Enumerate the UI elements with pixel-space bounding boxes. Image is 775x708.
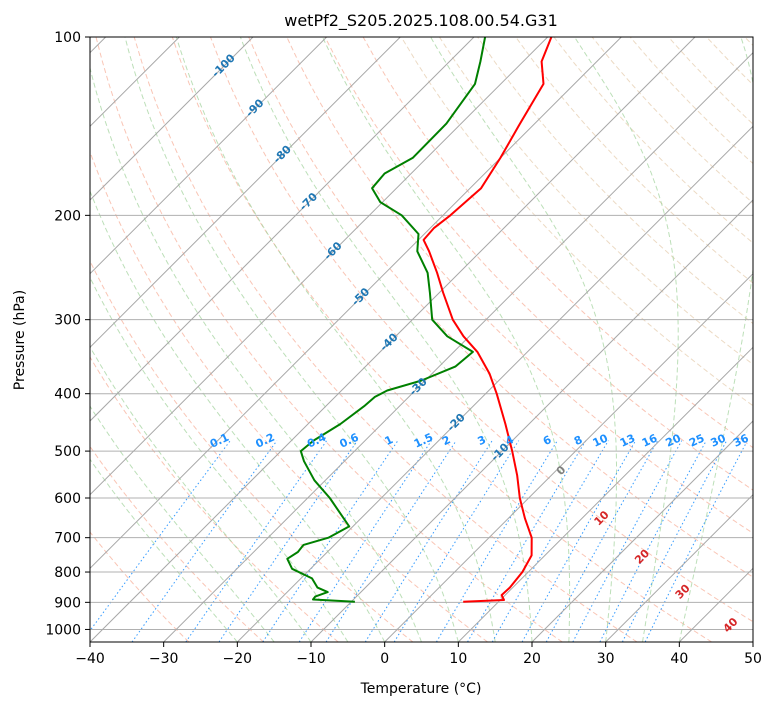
x-tick-label: 10: [449, 651, 467, 667]
mixing-ratio-line: [185, 440, 328, 642]
mixing-ratio-line: [491, 440, 609, 642]
mixing-ratio-line: [644, 440, 748, 642]
dry-adiabat-line: [133, 37, 638, 642]
isotherm-line: [90, 37, 696, 642]
dry-adiabat-line: [171, 37, 712, 642]
dewpoint-line: [286, 37, 487, 603]
x-tick-label: 0: [380, 651, 389, 667]
mixing-ratio-label: 30: [708, 431, 728, 449]
moist-adiabat-line: [239, 37, 533, 642]
dry-adiabat-line: [95, 37, 563, 642]
isotherm-line: [457, 346, 753, 642]
dry-adiabat-line: [324, 37, 753, 491]
isotherm-line: [531, 420, 753, 642]
plot-frame: [89, 36, 754, 643]
y-tick-label: 600: [54, 491, 81, 507]
mixing-ratio-label: 10: [591, 431, 611, 449]
skewed-isotherms: [90, 37, 753, 642]
temperature-line: [422, 37, 553, 603]
pressure-gridlines: [90, 37, 753, 630]
isotherm-line: [90, 37, 475, 422]
mixing-ratio-label: 20: [664, 431, 684, 449]
mixing-ratio-lines: [90, 440, 748, 642]
x-axis-label: Temperature (°C): [360, 681, 482, 697]
mixing-ratio-line: [572, 440, 683, 642]
mixing-ratio-line: [467, 440, 587, 642]
dry-adiabat-line: [400, 37, 753, 407]
x-tick-label: 40: [670, 651, 688, 667]
dry-adiabat-line: [90, 531, 190, 642]
y-tick-label: 400: [54, 387, 81, 403]
mixing-ratio-line: [298, 440, 432, 642]
x-tick-label: −20: [223, 651, 253, 667]
dry-adiabat-line: [515, 37, 753, 284]
profile-series: [286, 37, 553, 603]
x-tick-label: −40: [75, 651, 105, 667]
moist-adiabat-line: [574, 37, 679, 642]
isotherm-line: [310, 199, 753, 642]
y-tick-label: 800: [54, 565, 81, 581]
moist-adiabat-line: [90, 405, 275, 642]
moist-adiabat-line: [124, 37, 459, 642]
x-tick-label: −10: [296, 651, 326, 667]
x-tick-label: −30: [149, 651, 179, 667]
moist-adiabat-line: [90, 189, 386, 642]
y-axis-label: Pressure (hPa): [12, 290, 28, 390]
x-tick-label: 50: [744, 651, 762, 667]
isotherm-line: [90, 37, 401, 349]
y-tick-label: 500: [54, 444, 81, 460]
y-tick-label: 100: [54, 30, 81, 46]
mixing-ratio-line: [131, 440, 278, 642]
mixing-ratio-line: [435, 440, 558, 642]
dry-adiabat-line: [210, 37, 753, 623]
mixing-ratio-line: [90, 440, 231, 632]
y-tick-label: 1000: [45, 622, 81, 638]
mixing-ratio-line: [364, 440, 493, 642]
x-tick-label: 20: [523, 651, 541, 667]
moist-adiabat-line: [430, 37, 617, 642]
dry-adiabat-line: [90, 150, 488, 642]
plot-area: -100-90-80-70-60-50-40-30-20-10010203040…: [90, 37, 753, 642]
mixing-ratio-label: 16: [640, 431, 660, 449]
isotherm-line: [605, 493, 753, 642]
dry-adiabat-line: [248, 37, 753, 578]
isotherm-line: [90, 37, 549, 496]
y-axis: 100 200 300 400 500 600 700 800 900 1000: [45, 30, 90, 638]
x-tick-label: 30: [597, 651, 615, 667]
moist-adiabat-line: [678, 37, 753, 642]
mixing-ratio-line: [325, 440, 457, 642]
moist-adiabat-line: [90, 458, 238, 642]
mixing-ratio-line: [262, 440, 399, 642]
mixing-ratio-label: 36: [731, 431, 751, 449]
moist-adiabat-line: [322, 37, 571, 642]
isotherm-line: [236, 125, 753, 642]
isotherm-line: [90, 37, 328, 275]
isotherm-line: [384, 272, 753, 642]
x-axis: −40 −30 −20 −10 0 10 20 30 40 50: [75, 642, 762, 667]
mixing-ratio-line: [521, 440, 637, 642]
dry-adiabat-line: [90, 445, 264, 642]
mixing-ratio-label: 13: [618, 432, 637, 450]
dry-adiabat-line: [438, 37, 753, 366]
y-tick-label: 900: [54, 595, 81, 611]
chart-title: wetPf2_S205.2025.108.00.54.G31: [284, 11, 558, 31]
isotherm-line: [90, 37, 254, 201]
y-tick-label: 200: [54, 208, 81, 224]
moist-adiabat-line: [90, 65, 422, 642]
mixing-ratio-label: 25: [687, 432, 706, 450]
y-tick-label: 300: [54, 313, 81, 329]
isotherm-line: [90, 37, 622, 570]
mixing-ratio-line: [545, 440, 659, 642]
dry-adiabats: [90, 37, 753, 642]
dry-adiabat-line: [90, 356, 339, 642]
y-tick-label: 700: [54, 531, 81, 547]
